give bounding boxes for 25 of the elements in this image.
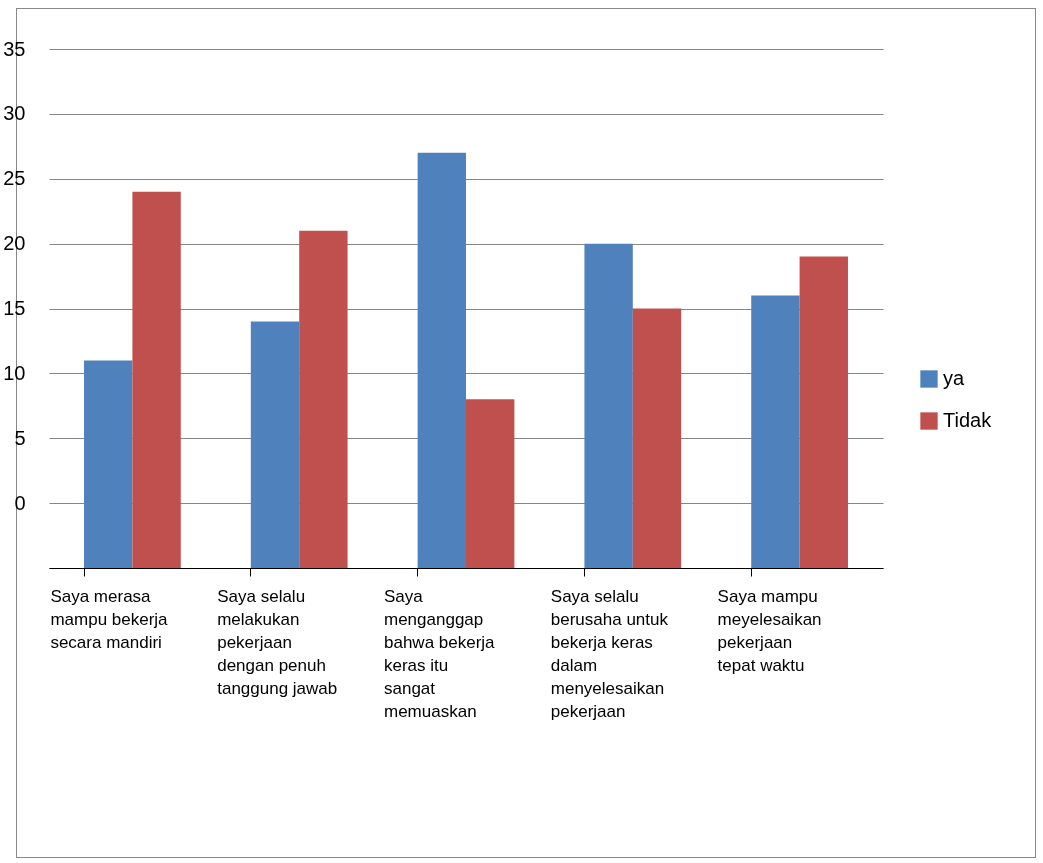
x-tick-label: Saya merasa mampu bekerja secara mandiri [50, 586, 169, 652]
y-tick-label: 25 [3, 167, 26, 190]
bar [584, 243, 633, 568]
bar [84, 360, 133, 568]
legend-label: ya [943, 367, 965, 389]
bar [299, 230, 348, 568]
y-tick-label: 20 [3, 232, 26, 255]
y-tick-label: 30 [3, 102, 26, 125]
x-tick-label: Saya menganggap bahwa bekerja keras itu sangat memuaskan [384, 586, 496, 721]
y-tick-label: 0 [14, 491, 26, 514]
bar [751, 295, 800, 568]
x-tick-label: Saya mampu meyelesaikan pekerjaan tepat waktu [717, 586, 822, 675]
x-tick-label: Saya selalu melakukan pekerjaan dengan penuh tanggung jawab [217, 586, 338, 698]
y-tick-label: 35 [3, 37, 26, 60]
bar [132, 191, 181, 568]
y-tick-label: 15 [3, 297, 26, 319]
y-tick-label: 10 [3, 361, 26, 384]
x-tick-label: Saya selalu berusaha untuk bekerja keras dalam menyelesaikan pekerjaan [550, 586, 669, 721]
bar [250, 321, 300, 568]
y-tick-label: 5 [14, 426, 26, 449]
bar [417, 152, 466, 568]
bar [632, 308, 682, 568]
bar [466, 399, 515, 568]
bar [799, 256, 848, 568]
legend-label: Tidak [943, 409, 993, 431]
